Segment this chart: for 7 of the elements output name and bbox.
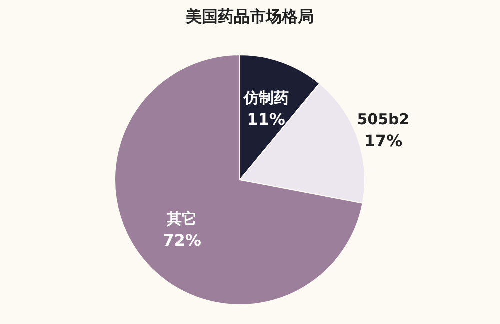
data-label: 72% — [163, 230, 202, 250]
slice-label: 505b2 — [357, 110, 410, 128]
data-label: 17% — [364, 131, 403, 150]
chart-title: 美国药品市场格局 — [185, 7, 314, 26]
data-label: 11% — [247, 110, 286, 130]
slice-label: 其它 — [166, 210, 198, 228]
slice-label: 仿制药 — [242, 89, 289, 108]
